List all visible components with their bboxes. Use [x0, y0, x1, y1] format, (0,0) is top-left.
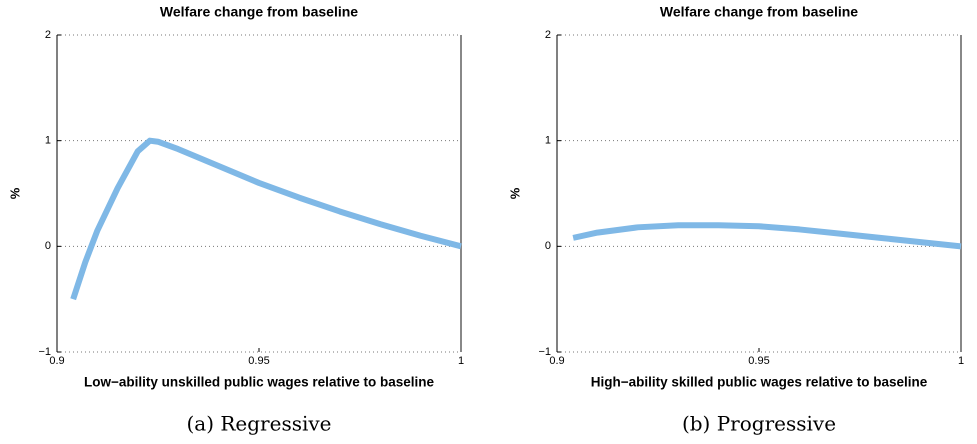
y-tick-label: 0 [545, 240, 551, 252]
y-tick-label: 0 [45, 240, 51, 252]
chart-title: Welfare change from baseline [660, 4, 858, 20]
data-line [572, 222, 962, 250]
x-tick-label: 1 [958, 355, 964, 367]
y-tick-label: 2 [545, 29, 551, 41]
x-tick-label: 0.9 [549, 355, 564, 367]
x-tick-label: 0.9 [49, 355, 64, 367]
caption: (b) Progressive [682, 412, 836, 436]
y-tick-label: −1 [538, 346, 551, 358]
data-line [70, 137, 462, 301]
y-tick-label: 1 [545, 135, 551, 147]
x-tick-label: 1 [458, 355, 464, 367]
x-tick-label: 0.95 [748, 355, 769, 367]
x-tick-label: 0.95 [248, 355, 269, 367]
chart-title: Welfare change from baseline [160, 4, 358, 20]
y-tick-label: −1 [38, 346, 51, 358]
y-tick-label: 1 [45, 135, 51, 147]
y-axis-label: % [7, 187, 22, 199]
x-axis-label: High−ability skilled public wages relati… [591, 375, 928, 390]
y-axis-label: % [507, 187, 522, 199]
x-axis-label: Low−ability unskilled public wages relat… [84, 375, 434, 390]
caption: (a) Regressive [186, 412, 331, 436]
y-tick-label: 2 [45, 29, 51, 41]
